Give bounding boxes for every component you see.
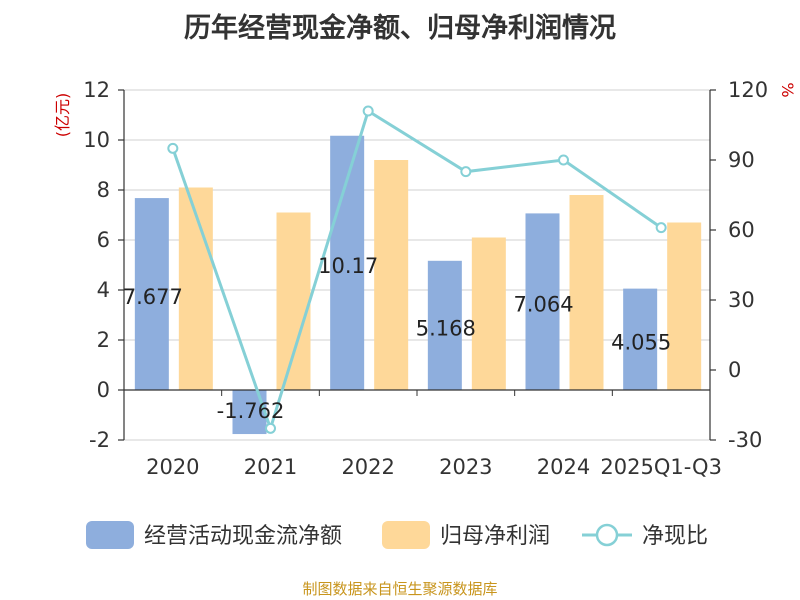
ratio-point: [265, 422, 276, 434]
data-label: 7.064: [513, 293, 573, 317]
x-tick-label: 2024: [537, 455, 590, 479]
ratio-point: [655, 222, 667, 234]
left-tick-label: -2: [89, 428, 110, 452]
ratio-point: [362, 105, 374, 117]
legend-label: 归母净利润: [440, 524, 550, 549]
data-label: -1.762: [217, 399, 285, 423]
bar: [525, 213, 560, 390]
ratio-line: [171, 108, 663, 434]
data-label: 10.17: [318, 254, 378, 278]
source-note: 制图数据来自恒生聚源数据库: [302, 580, 498, 598]
bar-layer: [134, 135, 702, 435]
chart-title: 历年经营现金净额、归母净利润情况: [184, 13, 616, 44]
x-tick-label: 2023: [439, 455, 492, 479]
bar: [427, 260, 462, 390]
bar: [471, 237, 506, 390]
left-tick-label: 2: [97, 328, 110, 352]
left-tick-label: 8: [97, 178, 110, 202]
x-tick-label: 2021: [244, 455, 297, 479]
ratio-point: [558, 154, 569, 166]
left-axis-unit: (亿元): [53, 93, 72, 138]
x-tick-label: 2020: [146, 455, 199, 479]
bar: [667, 222, 702, 390]
left-tick-label: 0: [97, 378, 110, 402]
x-tick-label: 2022: [341, 455, 394, 479]
legend: 经营活动现金流净额 归母净利润 净现比: [86, 521, 708, 549]
ratio-point: [167, 142, 179, 154]
data-label: 4.055: [611, 330, 671, 354]
ratio-point: [460, 166, 472, 178]
legend-label: 净现比: [642, 524, 708, 549]
data-label: 7.677: [123, 285, 183, 309]
bar: [134, 198, 169, 390]
legend-swatch: [86, 521, 134, 549]
right-axis-unit: %: [778, 82, 797, 97]
left-tick-label: 12: [83, 78, 110, 102]
bar: [374, 160, 409, 390]
axis-layer: -2 0 2 4 6 8 10 12 -30 0 30 60 90 120 (亿元)% 2020 2021 202…: [53, 78, 797, 479]
right-tick-label: 30: [728, 288, 755, 312]
right-tick-label: 90: [728, 148, 755, 172]
right-tick-label: -30: [728, 428, 762, 452]
data-label: 5.168: [416, 316, 476, 340]
legend-marker: [595, 523, 619, 547]
right-tick-label: 0: [728, 358, 741, 382]
x-tick-label: 2025Q1-Q3: [600, 455, 722, 479]
bar: [569, 195, 604, 390]
right-tick-label: 120: [728, 78, 768, 102]
label-layer: 7.677 -1.762 10.17 5.168 7.064 4.055: [123, 254, 671, 423]
left-tick-label: 10: [83, 128, 110, 152]
legend-swatch: [382, 521, 430, 549]
bar: [178, 187, 213, 390]
bar: [623, 288, 658, 390]
bar: [276, 212, 311, 390]
right-tick-label: 60: [728, 218, 755, 242]
line-layer: [167, 105, 667, 434]
left-tick-label: 6: [97, 228, 110, 252]
left-tick-label: 4: [97, 278, 110, 302]
legend-label: 经营活动现金流净额: [144, 524, 342, 549]
